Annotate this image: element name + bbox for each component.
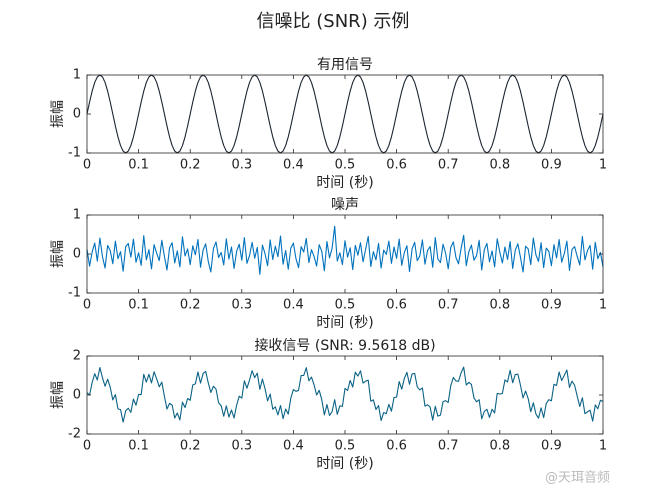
y-tick-label: -2 [68, 427, 81, 442]
y-axis-label: 振幅 [50, 381, 66, 409]
subplot-title: 噪声 [331, 197, 359, 213]
y-tick-label: 0 [73, 388, 81, 403]
figure-title: 信噪比 (SNR) 示例 [257, 11, 410, 32]
y-tick-label: 1 [73, 68, 81, 83]
x-tick-label: 0.1 [128, 439, 149, 454]
x-tick-label: 0.9 [541, 158, 562, 173]
x-tick-label: 0.1 [128, 158, 149, 173]
plot-area [87, 215, 603, 293]
x-tick-label: 0.9 [541, 298, 562, 313]
watermark: @天珥音频 [545, 470, 610, 486]
subplot-title: 有用信号 [317, 57, 373, 73]
x-tick-label: 0.2 [180, 439, 201, 454]
x-tick-label: 0.3 [231, 298, 252, 313]
x-tick-label: 0.9 [541, 439, 562, 454]
x-axis-label: 时间 (秒) [316, 456, 373, 472]
signal-line [86, 366, 604, 423]
plot-area [87, 356, 603, 434]
x-tick-label: 0.3 [231, 439, 252, 454]
signal-line [86, 225, 604, 275]
x-tick-label: 0.8 [489, 439, 510, 454]
x-tick-label: 1 [599, 158, 607, 173]
y-tick-label: 2 [73, 349, 81, 364]
x-tick-label: 0.7 [438, 298, 459, 313]
x-tick-label: 0 [83, 439, 91, 454]
y-tick-label: -1 [68, 146, 81, 161]
x-tick-label: 0.4 [283, 439, 304, 454]
x-tick-label: 0.4 [283, 298, 304, 313]
signal-line [86, 74, 604, 154]
x-tick-label: 0.6 [386, 439, 407, 454]
subplot-title: 接收信号 (SNR: 9.5618 dB) [254, 337, 435, 354]
y-tick-label: -1 [68, 286, 81, 301]
x-tick-label: 0.6 [386, 158, 407, 173]
x-tick-label: 0.6 [386, 298, 407, 313]
x-tick-label: 0.5 [335, 439, 356, 454]
x-tick-label: 0.5 [335, 158, 356, 173]
x-tick-label: 0.2 [180, 158, 201, 173]
x-tick-label: 0.8 [489, 158, 510, 173]
x-axis-label: 时间 (秒) [316, 175, 373, 191]
x-tick-label: 0.8 [489, 298, 510, 313]
x-tick-label: 0.7 [438, 439, 459, 454]
x-tick-label: 0.2 [180, 298, 201, 313]
x-tick-label: 0.3 [231, 158, 252, 173]
y-axis-label: 振幅 [50, 240, 66, 268]
y-tick-label: 1 [73, 208, 81, 223]
x-tick-label: 0 [83, 298, 91, 313]
y-tick-label: 0 [73, 107, 81, 122]
x-tick-label: 0.5 [335, 298, 356, 313]
y-axis-label: 振幅 [50, 100, 66, 128]
x-axis-label: 时间 (秒) [316, 315, 373, 331]
x-tick-label: 0.4 [283, 158, 304, 173]
x-tick-label: 0.7 [438, 158, 459, 173]
x-tick-label: 1 [599, 298, 607, 313]
y-tick-label: 0 [73, 247, 81, 262]
x-tick-label: 0.1 [128, 298, 149, 313]
x-tick-label: 1 [599, 439, 607, 454]
x-tick-label: 0 [83, 158, 91, 173]
